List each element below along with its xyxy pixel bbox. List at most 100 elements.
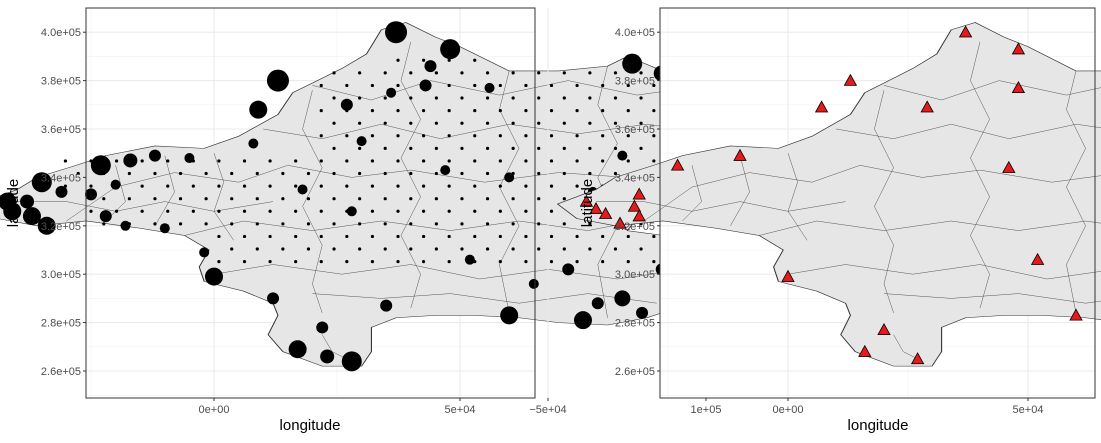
point-marker [384,71,387,74]
point-marker [524,210,527,213]
point-marker [563,247,566,250]
point-marker [499,235,502,238]
point-marker [537,247,540,250]
point-marker [217,210,220,213]
point-marker [85,188,97,200]
point-marker [409,96,412,99]
point-marker [448,134,451,137]
point-marker [550,84,553,87]
point-marker [499,109,502,112]
point-marker [298,185,308,195]
point-marker [499,84,502,87]
point-marker [460,96,463,99]
point-marker [332,71,335,74]
y-tick-label: 3.4e+05 [615,172,655,184]
point-marker [115,185,118,188]
x-tick-label: 1e+05 [691,404,722,416]
point-marker [448,84,451,87]
point-marker [537,197,540,200]
right-x-axis-title: longitude [848,417,909,434]
point-marker [396,159,399,162]
point-marker [217,260,220,263]
point-marker [115,210,118,213]
point-marker [345,134,348,137]
point-marker [465,255,475,265]
point-marker [396,109,399,112]
point-marker [512,71,515,74]
point-marker [358,172,361,175]
point-marker [320,84,323,87]
y-tick-label: 3.8e+05 [41,76,81,88]
point-marker [358,71,361,74]
point-marker [256,197,259,200]
point-marker [267,70,289,92]
point-marker [512,197,515,200]
right-y-axis-title: latitude [579,179,596,227]
point-marker [448,210,451,213]
point-marker [371,134,374,137]
point-marker [588,71,591,74]
point-marker [435,172,438,175]
point-marker [550,109,553,112]
point-marker [639,147,642,150]
y-tick-label: 4.0e+05 [615,27,655,39]
point-marker [614,290,630,306]
point-marker [422,109,425,112]
point-marker [499,260,502,263]
point-marker [524,185,527,188]
point-marker [575,134,578,137]
point-marker [357,136,367,146]
point-marker [409,71,412,74]
point-marker [89,185,92,188]
point-marker [524,159,527,162]
point-marker [230,197,233,200]
point-marker [396,84,399,87]
point-marker [448,260,451,263]
point-marker [550,235,553,238]
point-marker [473,260,476,263]
point-marker [448,109,451,112]
y-tick-label: 2.6e+05 [615,366,655,378]
point-marker [448,185,451,188]
point-marker [486,172,489,175]
point-marker [617,151,627,161]
point-marker [141,185,144,188]
right-x-ticks: −5e+04 0e+00 5e+04 1e+05 [529,398,1101,416]
point-marker [141,210,144,213]
point-marker [420,79,432,91]
point-marker [268,260,271,263]
point-marker [192,185,195,188]
point-marker [358,222,361,225]
point-marker [205,197,208,200]
point-marker [256,247,259,250]
point-marker [601,260,604,263]
point-marker [371,210,374,213]
x-tick-label: −5e+04 [529,404,566,416]
point-marker [537,172,540,175]
point-marker [409,172,412,175]
point-marker [332,222,335,225]
point-marker [473,210,476,213]
point-marker [435,147,438,150]
point-marker [435,222,438,225]
point-marker [384,172,387,175]
point-marker [345,210,348,213]
y-tick-label: 2.8e+05 [615,318,655,330]
point-marker [166,159,169,162]
point-marker [230,222,233,225]
point-marker [345,260,348,263]
point-marker [639,96,642,99]
left-y-axis-title: latitude [5,179,22,227]
point-marker [166,210,169,213]
point-marker [460,172,463,175]
point-marker [601,109,604,112]
point-marker [91,155,111,175]
point-marker [294,159,297,162]
y-tick-label: 4.0e+05 [41,27,81,39]
point-marker [384,147,387,150]
point-marker [563,71,566,74]
point-marker [601,134,604,137]
point-marker [550,260,553,263]
point-marker [371,185,374,188]
point-marker [384,247,387,250]
